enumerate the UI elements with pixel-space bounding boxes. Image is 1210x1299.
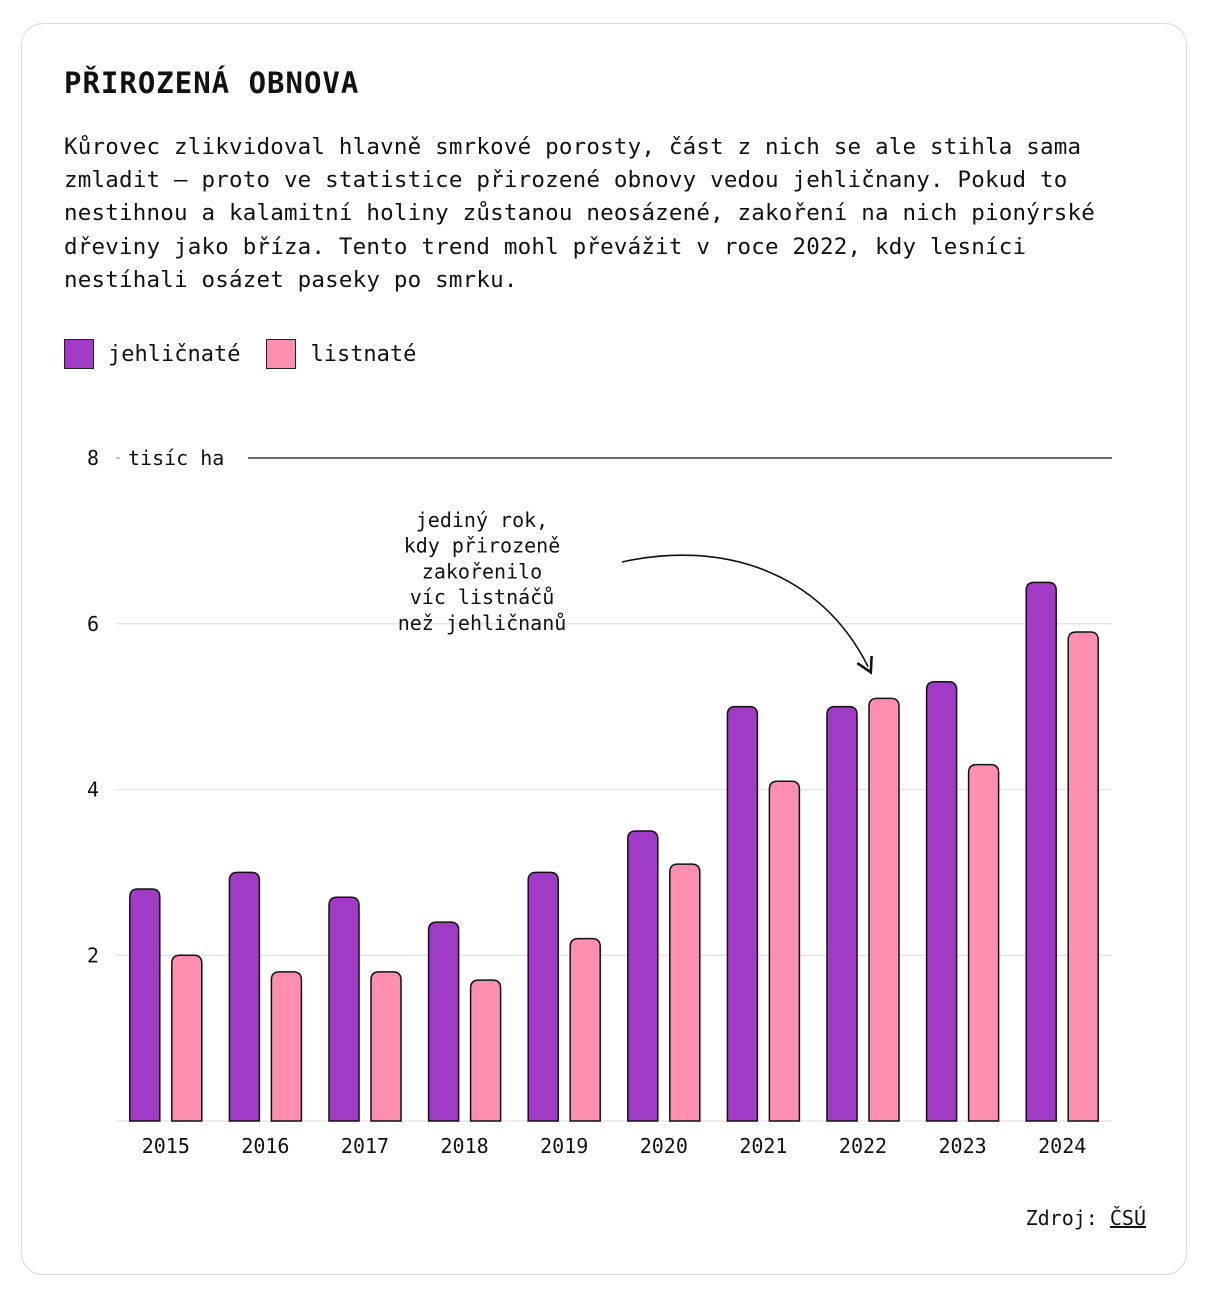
legend-item-deciduous: listnaté	[266, 339, 416, 369]
bar-conifer-2018	[427, 921, 460, 1122]
x-tick-label: 2024	[1038, 1134, 1086, 1158]
bar-conifer-2022	[826, 705, 858, 1122]
x-tick-label: 2021	[739, 1134, 787, 1158]
legend-swatch-conifer	[64, 339, 94, 369]
legend-swatch-deciduous	[266, 339, 297, 369]
y-tick-label: 2	[87, 943, 99, 967]
bar-deciduous-2024	[1067, 631, 1099, 1122]
x-tick-label: 2015	[142, 1134, 190, 1158]
annotation-text-line: víc listnáčů	[410, 585, 555, 609]
y-tick-label: 8	[87, 446, 99, 470]
bar-conifer-2016	[228, 871, 261, 1122]
x-tick-label: 2022	[839, 1134, 887, 1158]
bar-deciduous-2015	[171, 954, 203, 1122]
legend: jehličnaté listnaté	[64, 339, 442, 369]
bar-conifer-2019	[527, 871, 559, 1122]
bar-deciduous-2017	[370, 971, 402, 1122]
annotation-text-line: než jehličnanů	[398, 611, 567, 635]
chart-title: PŘIROZENÁ OBNOVA	[64, 66, 360, 100]
bar-conifer-2020	[627, 830, 659, 1122]
bar-conifer-2021	[726, 705, 759, 1122]
chart-description: Kůrovec zlikvidoval hlavně smrkové poros…	[64, 134, 1095, 293]
annotation-arrow	[621, 554, 873, 675]
bar-deciduous-2021	[768, 780, 801, 1122]
x-tick-label: 2017	[341, 1134, 389, 1158]
bar-conifer-2023	[925, 681, 958, 1122]
bar-deciduous-2016	[270, 971, 303, 1122]
source-label: Zdroj:	[1025, 1206, 1098, 1230]
legend-label-deciduous: listnaté	[310, 341, 417, 367]
bar-conifer-2015	[129, 888, 161, 1122]
source-link[interactable]: ČSÚ	[1109, 1206, 1146, 1230]
annotation-text-line: jediný rok,	[416, 508, 548, 532]
bar-deciduous-2018	[469, 979, 502, 1122]
bar-deciduous-2023	[967, 763, 1000, 1122]
legend-label-conifer: jehličnaté	[108, 341, 241, 367]
bar-deciduous-2019	[569, 937, 601, 1122]
bar-conifer-2024	[1025, 581, 1057, 1122]
x-tick-label: 2018	[441, 1134, 489, 1158]
annotation-text-line: kdy přirozeně	[404, 534, 561, 558]
x-tick-label: 2023	[939, 1134, 987, 1158]
bar-deciduous-2022	[868, 697, 900, 1122]
bar-conifer-2017	[328, 896, 360, 1122]
x-tick-label: 2019	[540, 1134, 588, 1158]
bar-deciduous-2020	[669, 863, 701, 1122]
x-tick-label: 2020	[640, 1134, 688, 1158]
source-credit: Zdroj: ČSÚ	[1026, 1206, 1146, 1230]
legend-item-conifer: jehličnaté	[64, 339, 240, 369]
y-tick-label: 4	[87, 778, 99, 802]
y-tick-label: 6	[87, 612, 99, 636]
y-axis-unit-label: tisíc ha	[128, 446, 224, 470]
annotation-text-line: zakořenilo	[422, 559, 542, 583]
x-tick-label: 2016	[241, 1134, 289, 1158]
